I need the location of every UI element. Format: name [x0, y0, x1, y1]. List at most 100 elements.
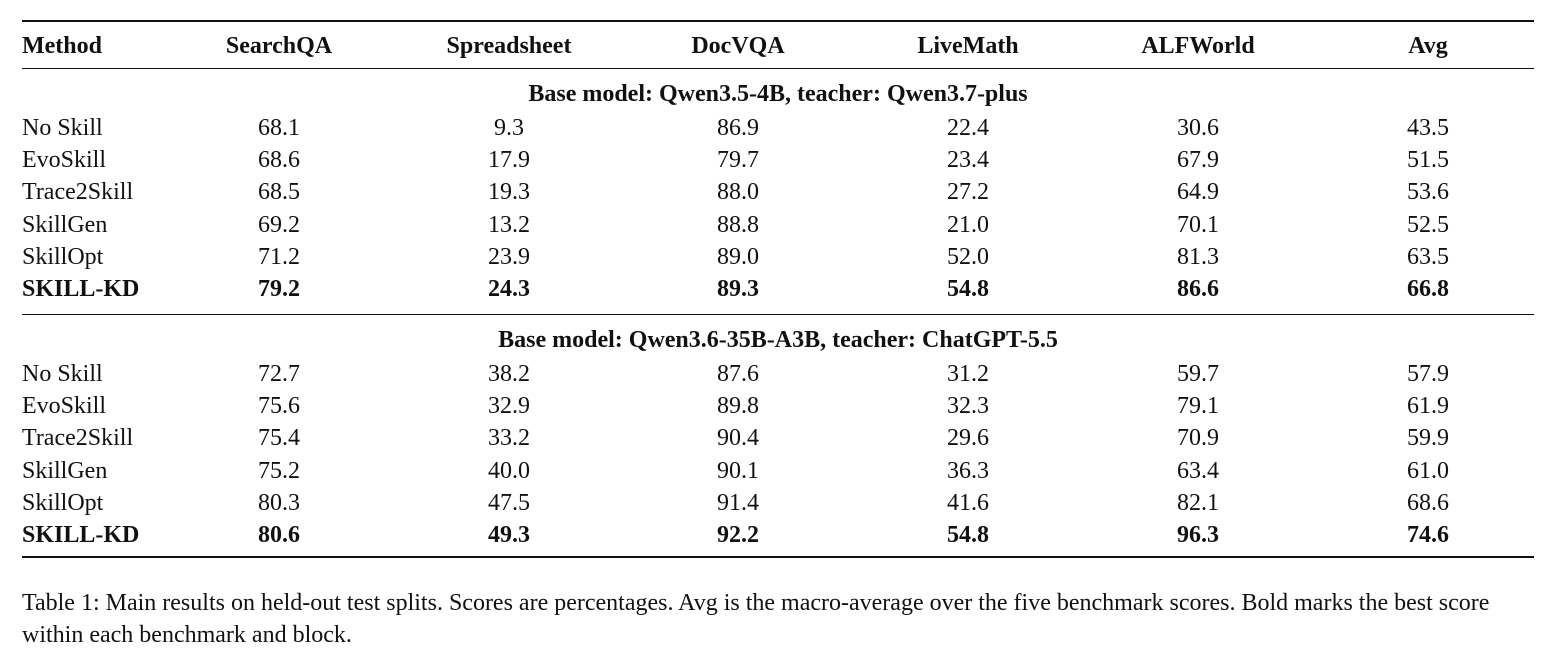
- method-cell: SkillOpt: [22, 489, 104, 516]
- searchqa-cell: 71.2: [258, 243, 300, 270]
- docvqa-cell: 92.2: [717, 522, 759, 548]
- method-cell: SKILL-KD: [22, 276, 140, 302]
- searchqa-cell: 69.2: [258, 211, 300, 238]
- column-header-docvqa: DocVQA: [691, 33, 785, 59]
- table-row: EvoSkill 75.6 32.9 89.8 32.3 79.1 61.9: [22, 390, 1534, 422]
- column-header-spreadsheet: Spreadsheet: [446, 33, 572, 59]
- searchqa-cell: 80.3: [258, 489, 300, 516]
- column-header-method: Method: [22, 33, 102, 59]
- alfworld-cell: 64.9: [1177, 179, 1219, 206]
- method-cell: Trace2Skill: [22, 425, 134, 452]
- spreadsheet-cell: 40.0: [488, 457, 530, 484]
- alfworld-cell: 96.3: [1177, 522, 1219, 548]
- column-header-livemath: LiveMath: [917, 33, 1019, 59]
- searchqa-cell: 68.5: [258, 179, 300, 206]
- spreadsheet-cell: 9.3: [494, 115, 524, 141]
- table-row: EvoSkill 68.6 17.9 79.7 23.4 67.9 51.5: [22, 144, 1534, 176]
- docvqa-cell: 89.8: [717, 393, 759, 420]
- docvqa-cell: 91.4: [717, 489, 759, 516]
- method-cell: SkillGen: [22, 457, 108, 484]
- docvqa-cell: 87.6: [717, 361, 759, 387]
- livemath-cell: 52.0: [947, 243, 989, 270]
- livemath-cell: 21.0: [947, 211, 989, 238]
- docvqa-cell: 89.3: [717, 276, 759, 302]
- spreadsheet-cell: 19.3: [488, 179, 530, 206]
- docvqa-cell: 90.1: [717, 457, 759, 484]
- avg-cell: 59.9: [1407, 425, 1449, 452]
- alfworld-cell: 70.1: [1177, 211, 1219, 238]
- column-header-searchqa: SearchQA: [225, 33, 333, 59]
- alfworld-cell: 79.1: [1177, 393, 1219, 420]
- table-row: SkillGen 69.2 13.2 88.8 21.0 70.1 52.5: [22, 209, 1534, 241]
- table-row: Trace2Skill 68.5 19.3 88.0 27.2 64.9 53.6: [22, 176, 1534, 208]
- table-row: SKILL-KD 79.2 24.3 89.3 54.8 86.6 66.8: [22, 273, 1534, 305]
- header-row: Method SearchQA Spreadsheet DocVQA LiveM…: [22, 30, 1534, 62]
- livemath-cell: 31.2: [947, 361, 989, 387]
- searchqa-cell: 80.6: [258, 522, 300, 548]
- spreadsheet-cell: 49.3: [488, 522, 530, 548]
- avg-cell: 53.6: [1407, 179, 1449, 206]
- spreadsheet-cell: 38.2: [488, 361, 530, 387]
- searchqa-cell: 75.2: [258, 457, 300, 484]
- docvqa-cell: 89.0: [717, 243, 759, 270]
- alfworld-cell: 63.4: [1177, 457, 1219, 484]
- alfworld-cell: 59.7: [1177, 361, 1219, 387]
- avg-cell: 61.9: [1407, 393, 1449, 420]
- spreadsheet-cell: 13.2: [488, 211, 530, 238]
- table-row: No Skill 72.7 38.2 87.6 31.2 59.7 57.9: [22, 358, 1534, 390]
- avg-cell: 52.5: [1407, 211, 1449, 238]
- table-row: SKILL-KD 80.6 49.3 92.2 54.8 96.3 74.6: [22, 519, 1534, 551]
- method-cell: Trace2Skill: [22, 179, 134, 206]
- avg-cell: 68.6: [1407, 489, 1449, 516]
- block-separator-rule: [22, 314, 1534, 316]
- method-cell: EvoSkill: [22, 393, 107, 420]
- livemath-cell: 54.8: [947, 276, 989, 302]
- alfworld-cell: 70.9: [1177, 425, 1219, 452]
- table-row: No Skill 68.1 9.3 86.9 22.4 30.6 43.5: [22, 112, 1534, 144]
- searchqa-cell: 79.2: [258, 276, 300, 302]
- avg-cell: 57.9: [1407, 361, 1449, 387]
- table-caption: Table 1: Main results on held-out test s…: [22, 590, 1490, 648]
- method-cell: SKILL-KD: [22, 522, 140, 548]
- searchqa-cell: 75.4: [258, 425, 300, 452]
- livemath-cell: 54.8: [947, 522, 989, 548]
- alfworld-cell: 30.6: [1177, 115, 1219, 141]
- avg-cell: 63.5: [1407, 243, 1449, 270]
- avg-cell: 43.5: [1407, 115, 1449, 141]
- livemath-cell: 23.4: [947, 147, 989, 174]
- docvqa-cell: 86.9: [717, 115, 759, 141]
- livemath-cell: 32.3: [947, 393, 989, 420]
- searchqa-cell: 75.6: [258, 393, 300, 420]
- searchqa-cell: 72.7: [258, 361, 300, 387]
- docvqa-cell: 79.7: [717, 147, 759, 174]
- table-row: SkillGen 75.2 40.0 90.1 36.3 63.4 61.0: [22, 455, 1534, 487]
- method-cell: EvoSkill: [22, 147, 107, 174]
- method-cell: No Skill: [22, 115, 103, 141]
- table-row: SkillOpt 80.3 47.5 91.4 41.6 82.1 68.6: [22, 487, 1534, 519]
- docvqa-cell: 90.4: [717, 425, 759, 452]
- livemath-cell: 36.3: [947, 457, 989, 484]
- livemath-cell: 41.6: [947, 489, 989, 516]
- avg-cell: 74.6: [1407, 522, 1449, 548]
- avg-cell: 61.0: [1407, 457, 1449, 484]
- table-row: Trace2Skill 75.4 33.2 90.4 29.6 70.9 59.9: [22, 422, 1534, 454]
- table-row: SkillOpt 71.2 23.9 89.0 52.0 81.3 63.5: [22, 241, 1534, 273]
- searchqa-cell: 68.6: [258, 147, 300, 174]
- method-cell: SkillOpt: [22, 243, 104, 270]
- method-cell: No Skill: [22, 361, 103, 387]
- spreadsheet-cell: 23.9: [488, 243, 530, 270]
- spreadsheet-cell: 17.9: [488, 147, 530, 174]
- bottom-rule: [22, 556, 1534, 558]
- avg-cell: 51.5: [1407, 147, 1449, 174]
- spreadsheet-cell: 47.5: [488, 489, 530, 516]
- alfworld-cell: 86.6: [1177, 276, 1219, 302]
- livemath-cell: 27.2: [947, 179, 989, 206]
- searchqa-cell: 68.1: [258, 115, 300, 141]
- column-header-avg: Avg: [1408, 33, 1448, 59]
- alfworld-cell: 81.3: [1177, 243, 1219, 270]
- spreadsheet-cell: 24.3: [488, 276, 530, 302]
- alfworld-cell: 67.9: [1177, 147, 1219, 174]
- method-cell: SkillGen: [22, 211, 108, 238]
- docvqa-cell: 88.8: [717, 211, 759, 238]
- docvqa-cell: 88.0: [717, 179, 759, 206]
